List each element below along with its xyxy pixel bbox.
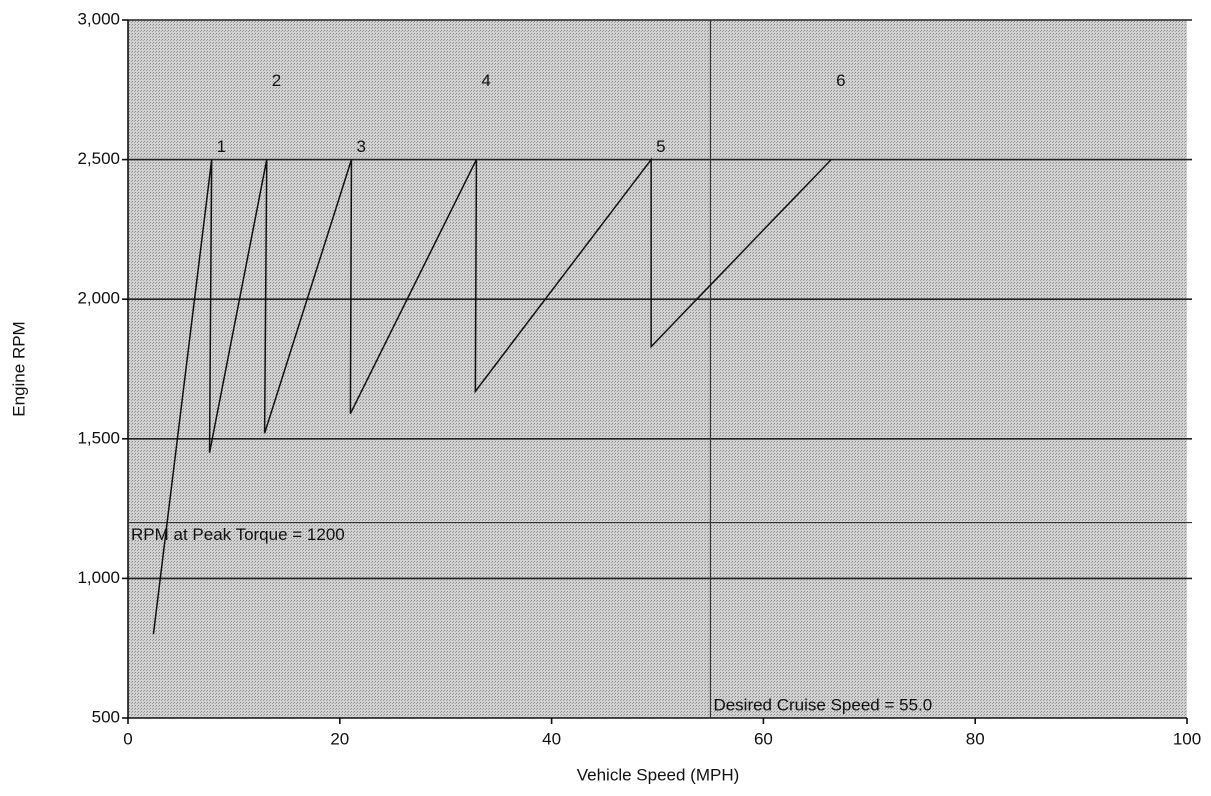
- gear-label: 3: [356, 137, 365, 156]
- y-tick-label: 3,000: [77, 9, 120, 28]
- plot-area: [128, 20, 1187, 718]
- x-tick-label: 40: [542, 729, 561, 748]
- y-tick-label: 500: [92, 707, 120, 726]
- annotation: RPM at Peak Torque = 1200: [131, 525, 345, 544]
- x-tick-label: 0: [123, 729, 132, 748]
- x-tick-label: 80: [966, 729, 985, 748]
- x-axis-title: Vehicle Speed (MPH): [577, 765, 740, 784]
- y-axis-title: Engine RPM: [9, 321, 28, 416]
- data-line: [152, 157, 832, 635]
- x-tick-label: 100: [1173, 729, 1201, 748]
- gear-label: 1: [217, 137, 226, 156]
- gear-label: 6: [836, 71, 845, 90]
- x-tick-label: 20: [330, 729, 349, 748]
- annotation: Desired Cruise Speed = 55.0: [713, 695, 932, 714]
- gear-label: 2: [272, 71, 281, 90]
- y-tick-label: 2,500: [77, 149, 120, 168]
- gear-label: 5: [656, 137, 665, 156]
- gear-label: 4: [481, 71, 490, 90]
- y-tick-label: 1,000: [77, 568, 120, 587]
- x-tick-label: 60: [754, 729, 773, 748]
- y-tick-label: 2,000: [77, 289, 120, 308]
- y-tick-label: 1,500: [77, 428, 120, 447]
